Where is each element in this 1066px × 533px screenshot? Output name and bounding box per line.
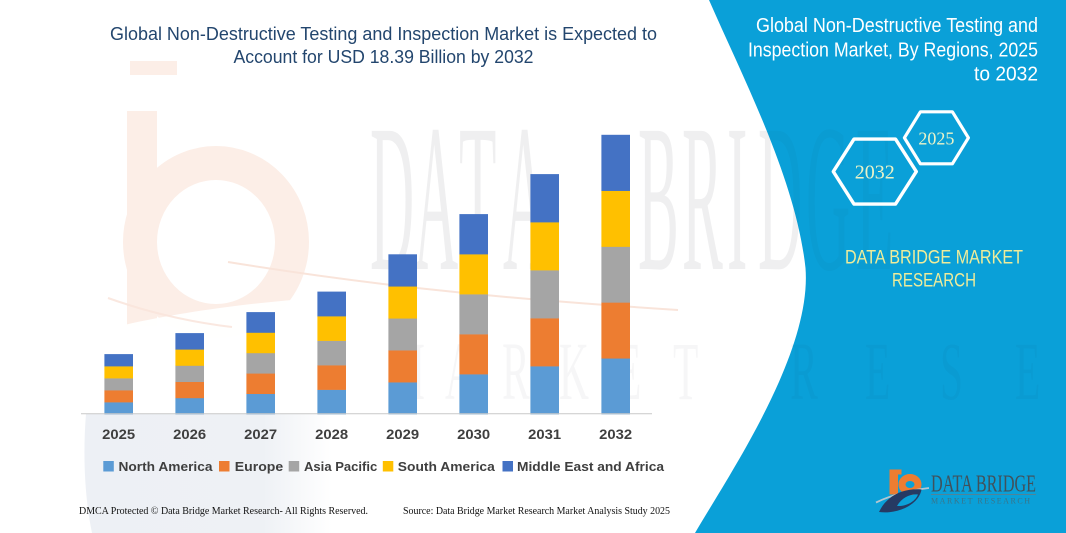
svg-text:MARKET RESEARCH: MARKET RESEARCH (931, 497, 1030, 506)
svg-text:DMCA Protected © Data Bridge M: DMCA Protected © Data Bridge Market Rese… (79, 506, 368, 517)
svg-text:Source: Data Bridge Market Res: Source: Data Bridge Market Research Mark… (403, 506, 670, 517)
svg-text:R: R (502, 327, 530, 418)
svg-text:DATA BRIDGE MARKET: DATA BRIDGE MARKET (845, 248, 1023, 269)
svg-text:Europe: Europe (235, 459, 283, 474)
svg-text:North America: North America (119, 459, 214, 474)
svg-text:2026: 2026 (173, 427, 207, 442)
svg-text:K: K (559, 327, 589, 418)
svg-text:E: E (1015, 327, 1040, 418)
svg-text:South America: South America (398, 459, 496, 474)
svg-text:R: R (682, 82, 723, 316)
svg-text:2025: 2025 (102, 427, 136, 442)
svg-text:A: A (414, 82, 458, 316)
svg-text:B: B (638, 82, 679, 316)
svg-text:Middle East and Africa: Middle East and Africa (517, 459, 665, 474)
svg-text:DATA BRIDGE: DATA BRIDGE (931, 472, 1036, 498)
svg-text:G: G (806, 82, 850, 316)
svg-text:2027: 2027 (244, 427, 277, 442)
svg-text:E: E (856, 82, 893, 316)
svg-text:R: R (790, 327, 818, 418)
svg-text:2028: 2028 (315, 427, 349, 442)
svg-text:Asia Pacific: Asia Pacific (304, 459, 377, 474)
svg-text:Global Non-Destructive Testing: Global Non-Destructive Testing and (756, 15, 1038, 37)
svg-text:S: S (940, 327, 963, 418)
svg-text:Inspection Market, By Regions,: Inspection Market, By Regions, 2025 (748, 40, 1038, 62)
svg-text:2029: 2029 (386, 427, 419, 442)
svg-text:Global Non-Destructive Testing: Global Non-Destructive Testing and Inspe… (110, 24, 657, 44)
svg-text:2031: 2031 (528, 427, 562, 442)
svg-text:E: E (865, 327, 890, 418)
svg-text:2030: 2030 (457, 427, 490, 442)
svg-text:2032: 2032 (599, 427, 632, 442)
svg-text:Account for USD 18.39 Billion: Account for USD 18.39 Billion by 2032 (234, 47, 534, 67)
svg-text:to 2032: to 2032 (974, 64, 1038, 86)
svg-text:RESEARCH: RESEARCH (892, 271, 976, 292)
svg-text:T: T (673, 327, 698, 418)
svg-text:I: I (727, 82, 747, 316)
svg-text:2025: 2025 (918, 128, 954, 148)
svg-text:2032: 2032 (855, 162, 895, 184)
